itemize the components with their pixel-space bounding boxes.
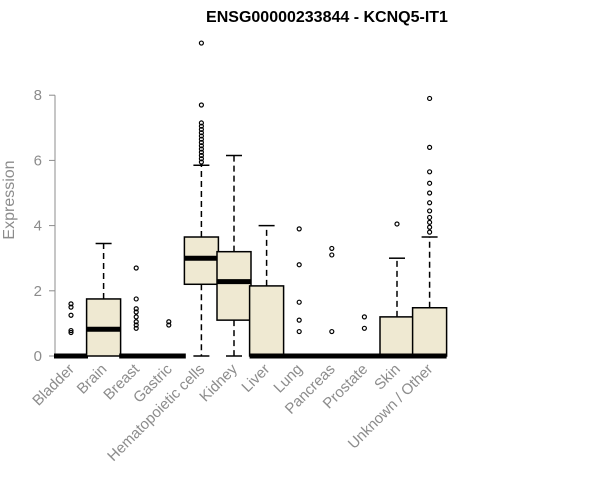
outlier-point [427,190,433,196]
outlier-point [68,329,74,336]
box-unknown-other [411,95,448,359]
outlier-point [198,156,204,162]
x-tick-label: Bladder [29,361,78,410]
outlier-point [361,325,367,331]
outlier-point [198,102,204,108]
y-tick-label: 0 [34,348,42,365]
box-gastric [151,319,186,359]
outlier-point [133,319,139,325]
outlier-point [198,130,204,136]
box-body [248,285,285,357]
outlier-point [198,126,204,133]
outlier-point [198,159,204,165]
outlier-point [133,322,139,328]
outlier-point [198,120,204,126]
box-body [411,307,448,357]
outlier-point [198,133,204,139]
outlier-point [133,265,139,271]
outlier-point [427,95,433,102]
box-kidney [216,154,252,357]
outlier-point [198,152,204,159]
outlier-point [198,146,204,152]
outlier-point [296,328,302,335]
box-prostate [347,314,382,359]
outlier-point [427,180,433,186]
outlier-point [68,312,74,318]
box-skin [379,221,415,359]
outlier-point [133,296,139,302]
chart-title: ENSG00000233844 - KCNQ5-IT1 [206,9,448,26]
y-tick-label: 2 [34,283,42,300]
outlier-point [198,136,204,142]
x-tick-label: Kidney [196,360,241,405]
outlier-point [427,208,433,214]
outlier-point [427,214,433,221]
outlier-point [68,304,74,310]
outlier-point [296,226,302,232]
outlier-point [68,327,74,334]
outlier-point [198,139,204,146]
outlier-point [427,224,433,230]
y-axis: 0 2 4 6 8 [34,87,56,365]
outlier-point [427,200,433,206]
box-lung [282,226,317,359]
outlier-point [296,317,302,323]
box-hematopoietic-cells [183,40,220,357]
box-bladder [54,301,88,359]
outlier-point [329,245,335,252]
outlier-point [329,252,335,258]
box-series [54,40,448,359]
box-body [216,250,252,321]
outlier-point [166,322,172,328]
outlier-point [133,309,139,315]
outlier-point [133,314,139,320]
outlier-point [133,306,139,312]
box-liver [248,224,285,359]
outlier-point [296,262,302,268]
y-tick-label: 8 [34,87,42,104]
outlier-point [329,328,335,335]
box-breast [119,265,154,359]
outlier-point [427,229,433,235]
outlier-point [427,144,433,150]
y-tick-label: 4 [34,218,42,235]
y-axis-label: Expression [1,160,18,239]
box-brain [85,242,122,357]
outlier-point [198,149,204,155]
outlier-point [394,221,400,227]
outlier-point [198,123,204,129]
outlier-point [68,301,74,307]
outlier-point [427,169,433,175]
box-body [379,316,415,357]
y-tick-label: 6 [34,152,42,169]
outlier-point [296,299,302,305]
outlier-point [427,219,433,225]
outlier-point [166,319,172,325]
x-tick-label: Liver [238,361,273,396]
outlier-point [361,314,367,320]
box-pancreas [314,245,349,359]
outlier-point [198,143,204,149]
outlier-point [133,325,139,331]
outlier-point [198,40,204,46]
